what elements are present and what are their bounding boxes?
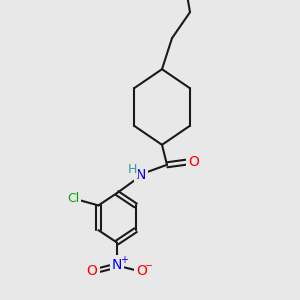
Text: +: + (120, 254, 128, 265)
Text: H: H (127, 163, 137, 176)
Text: H: H (128, 164, 138, 177)
Text: O: O (189, 155, 200, 169)
Text: Cl: Cl (67, 192, 80, 205)
Text: O: O (136, 264, 147, 278)
Text: −: − (145, 260, 153, 271)
Text: N: N (136, 168, 146, 182)
Text: N: N (112, 257, 122, 272)
Text: O: O (87, 264, 98, 278)
Text: O: O (189, 155, 200, 169)
Text: N: N (136, 168, 146, 182)
